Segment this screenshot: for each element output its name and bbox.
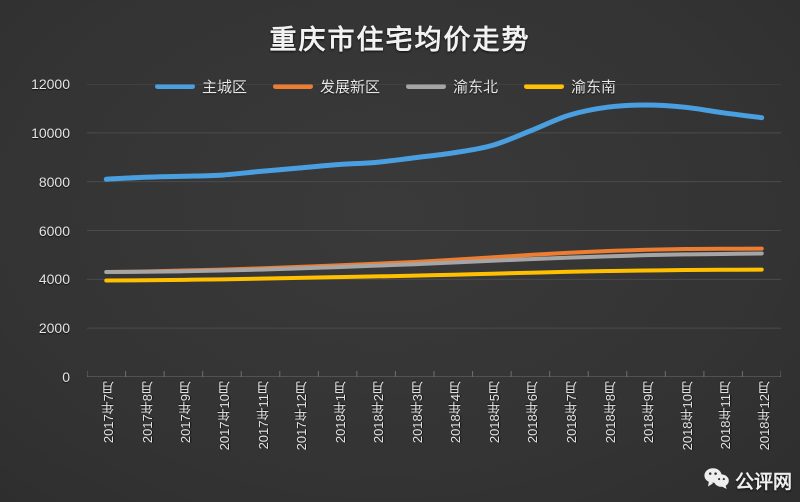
series-line-0 bbox=[103, 102, 765, 182]
legend-swatch-icon bbox=[524, 84, 565, 89]
y-tick-label: 12000 bbox=[31, 76, 70, 92]
x-tick-label: 2018年4月 bbox=[448, 381, 464, 444]
x-tick-label: 2018年5月 bbox=[486, 381, 502, 444]
legend-swatch-icon bbox=[155, 84, 195, 89]
x-tick-label: 2017年11月 bbox=[255, 381, 271, 450]
legend-swatch-icon bbox=[406, 84, 447, 89]
legend-item-2[interactable]: 渝东北 bbox=[406, 76, 498, 97]
watermark-label: 公评网 bbox=[734, 471, 792, 493]
y-tick-label: 0 bbox=[62, 369, 70, 385]
x-tick-label: 2017年9月 bbox=[178, 381, 194, 444]
legend-item-3[interactable]: 渝东南 bbox=[524, 76, 616, 97]
x-tick-label: 2017年7月 bbox=[101, 381, 117, 444]
series-line-2 bbox=[104, 251, 764, 275]
legend-item-0[interactable]: 主城区 bbox=[155, 76, 247, 97]
y-tick-label: 2000 bbox=[38, 320, 70, 337]
x-tick-label: 2018年8月 bbox=[602, 381, 618, 444]
legend-item-1[interactable]: 发展新区 bbox=[273, 76, 380, 97]
wechat-icon bbox=[704, 467, 730, 494]
series-lines bbox=[87, 84, 781, 377]
y-tick-label: 8000 bbox=[38, 173, 70, 190]
x-tick-label: 2017年12月 bbox=[294, 381, 310, 451]
x-tick-label: 2018年11月 bbox=[718, 381, 734, 450]
legend-label: 渝东北 bbox=[453, 78, 499, 96]
x-tick-label: 2017年8月 bbox=[139, 381, 155, 444]
x-tick-label: 2018年3月 bbox=[409, 381, 425, 444]
plot-area bbox=[87, 84, 781, 377]
x-tick-label: 2018年10月 bbox=[679, 381, 695, 451]
legend-label: 渝东南 bbox=[571, 78, 617, 96]
x-tick-label: 2018年7月 bbox=[563, 381, 579, 444]
series-line-3 bbox=[104, 267, 764, 283]
y-tick-label: 10000 bbox=[31, 124, 70, 141]
x-axis: 2017年7月 2017年8月 2017年9月 2017年10月 2017年11月 201… bbox=[87, 381, 781, 491]
page-title: 重庆市住宅均价走势 bbox=[269, 25, 531, 56]
legend-label: 发展新区 bbox=[320, 78, 381, 96]
y-axis: 0 2000 4000 6000 8000 10000 12000 bbox=[0, 76, 80, 385]
x-tick-label: 2018年9月 bbox=[641, 381, 657, 444]
y-tick-label: 6000 bbox=[38, 222, 70, 239]
y-tick-label: 4000 bbox=[38, 271, 70, 288]
x-tick-label: 2018年2月 bbox=[371, 381, 387, 444]
chart-legend: 主城区 发展新区 渝东北 渝东南 bbox=[155, 76, 675, 97]
x-tick-label: 2017年10月 bbox=[216, 381, 232, 451]
watermark: 公评网 bbox=[704, 467, 792, 494]
x-tick-label: 2018年1月 bbox=[332, 381, 348, 444]
legend-swatch-icon bbox=[273, 84, 314, 89]
x-tick-label: 2018年6月 bbox=[525, 381, 541, 444]
x-tick-label: 2018年12月 bbox=[756, 381, 772, 451]
legend-label: 主城区 bbox=[202, 78, 248, 96]
